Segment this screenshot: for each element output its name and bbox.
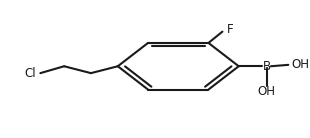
Text: Cl: Cl: [24, 67, 36, 80]
Text: F: F: [227, 23, 234, 36]
Text: OH: OH: [258, 85, 276, 98]
Text: B: B: [263, 60, 271, 73]
Text: OH: OH: [291, 58, 309, 71]
